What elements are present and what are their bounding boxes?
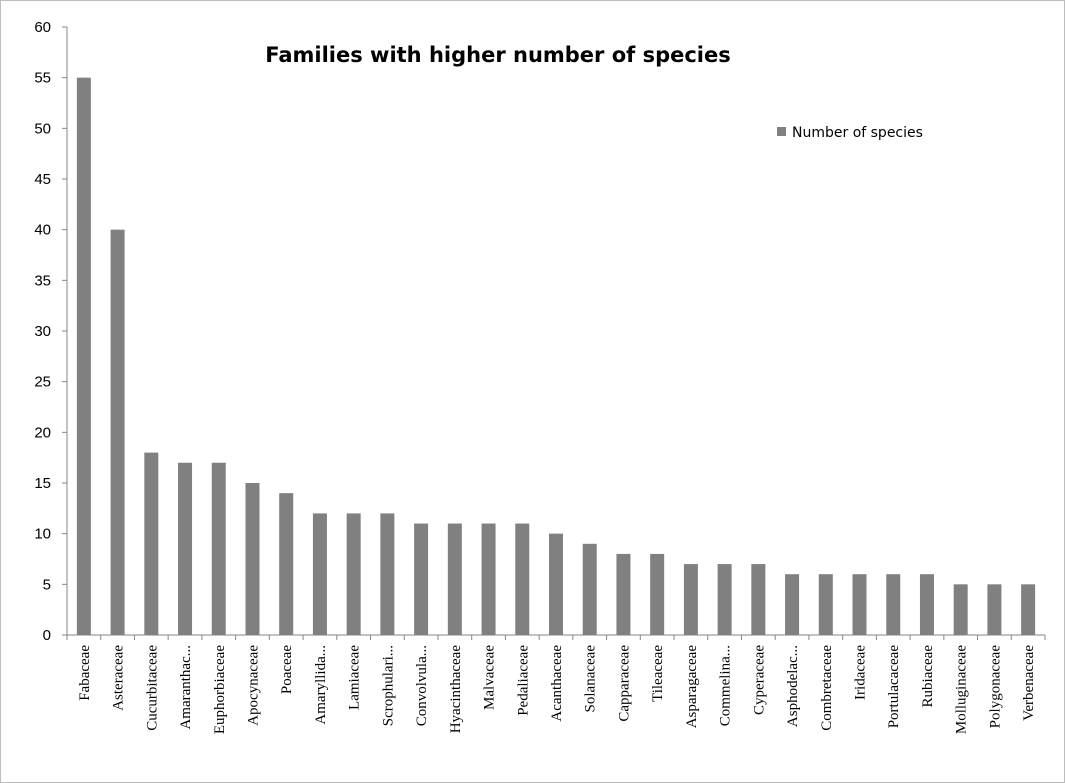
y-tick-label: 5 — [43, 576, 51, 593]
x-category-label: Combretaceae — [819, 645, 835, 731]
bar — [953, 584, 968, 635]
bar — [549, 533, 563, 635]
bar — [245, 483, 260, 635]
x-category-label: Lamiaceae — [347, 645, 363, 710]
y-tick-label: 0 — [43, 627, 51, 644]
bar — [414, 523, 429, 635]
x-category-label: Solanaceae — [583, 645, 599, 713]
chart-title: Families with higher number of species — [265, 43, 731, 67]
x-category-label: Apocynaceae — [245, 645, 261, 726]
y-tick-label: 10 — [34, 526, 51, 543]
bar — [886, 574, 901, 635]
bar — [852, 574, 867, 635]
y-tick-label: 25 — [34, 374, 51, 391]
bar — [582, 543, 597, 635]
bar — [987, 584, 1002, 635]
y-tick-label: 45 — [34, 171, 51, 188]
bar — [919, 574, 934, 635]
bar — [1021, 584, 1036, 635]
x-category-label: Acanthaceae — [549, 645, 565, 722]
x-category-label: Euphorbiaceae — [212, 645, 228, 734]
bar — [380, 513, 395, 635]
x-category-label: Asteraceae — [111, 645, 127, 711]
bar — [312, 513, 327, 635]
bar — [818, 574, 833, 635]
x-category-label: Capparaceae — [616, 645, 632, 722]
x-category-label: Portulacaceae — [886, 645, 902, 729]
x-category-label: Asparagaceae — [684, 645, 700, 729]
bar — [178, 462, 193, 635]
plot-area: 0 5 10 15 20 25 30 35 40 45 50 55 60 Fabaceae Asterace… — [34, 19, 1046, 734]
bar — [717, 564, 732, 635]
x-category-label: Polygonaceae — [987, 645, 1003, 729]
x-category-label: Tileaceae — [650, 645, 666, 702]
x-category-label: Rubiaceae — [920, 645, 936, 708]
y-tick-label: 20 — [34, 424, 51, 441]
x-category-label: Hyacinthaceae — [448, 645, 464, 734]
legend: Number of species — [777, 125, 923, 141]
legend-swatch — [777, 127, 786, 136]
x-category-label: Iridaceae — [853, 645, 869, 700]
bar — [144, 452, 159, 635]
y-tick-label: 40 — [34, 222, 51, 239]
y-tick-label: 30 — [34, 323, 51, 340]
bar — [346, 513, 361, 635]
bar — [76, 77, 91, 635]
y-tick-label: 15 — [34, 475, 51, 492]
bar — [616, 553, 631, 635]
bar — [650, 553, 665, 635]
bar — [515, 523, 530, 635]
x-category-label: Fabaceae — [77, 645, 93, 701]
bar — [481, 523, 496, 635]
y-tick-label: 55 — [34, 70, 51, 87]
bar — [447, 523, 462, 635]
bar — [211, 462, 226, 635]
x-category-label: Scrophulari... — [380, 645, 396, 726]
x-category-label: Amaranthac... — [178, 645, 194, 730]
x-category-label: Commelina... — [718, 645, 734, 726]
x-category-label: Asphodelac... — [785, 645, 801, 727]
x-category-label: Pedaliaceae — [515, 645, 531, 716]
x-category-label: Poaceae — [279, 645, 295, 694]
x-category-label: Convolvula... — [414, 645, 430, 726]
x-category-label: Verbenaceae — [1021, 645, 1037, 721]
x-category-label: Amaryllida... — [313, 645, 329, 725]
y-tick-label: 35 — [34, 272, 51, 289]
y-tick-label: 60 — [34, 19, 51, 36]
bar — [751, 564, 766, 635]
bar — [683, 564, 698, 635]
y-tick-label: 50 — [34, 120, 51, 137]
bar — [110, 229, 125, 635]
x-category-label: Malvaceae — [482, 645, 498, 710]
bar — [279, 493, 294, 635]
legend-label: Number of species — [792, 125, 923, 141]
bar — [785, 574, 800, 635]
x-category-label: Molluginaceae — [954, 645, 970, 734]
x-category-label: Cucurbitaceae — [144, 645, 160, 731]
x-category-label: Cyperaceae — [751, 645, 767, 715]
